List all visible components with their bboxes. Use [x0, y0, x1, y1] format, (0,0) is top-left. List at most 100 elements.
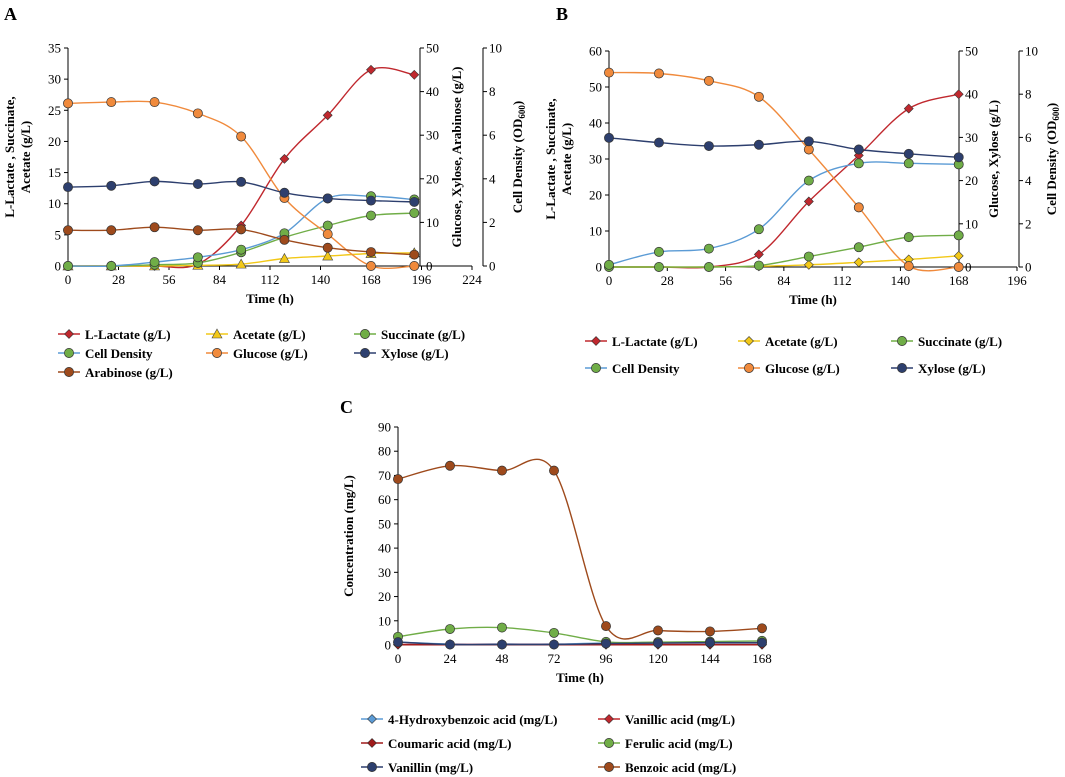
data-point	[322, 242, 333, 253]
legend-marker	[604, 714, 614, 724]
legend-label: Cell Density	[85, 346, 153, 361]
data-point	[192, 225, 203, 236]
left-tick-label: 10	[378, 613, 391, 628]
right-axis-1-title: Glucose, Xylose (g/L)	[986, 100, 1001, 218]
data-point	[853, 202, 864, 213]
data-point	[279, 187, 290, 198]
data-point	[604, 132, 614, 143]
data-point	[366, 64, 376, 75]
right2-tick-label: 2	[489, 215, 496, 230]
x-tick-label: 24	[444, 651, 458, 666]
right2-tick-label: 0	[489, 259, 496, 274]
right2-tick-label: 4	[489, 171, 496, 186]
data-point	[549, 627, 559, 638]
data-point	[366, 261, 376, 271]
data-point	[63, 182, 73, 193]
left-tick-label: 60	[589, 44, 602, 59]
data-point	[149, 222, 160, 233]
legend-entry: Coumaric acid (mg/L)	[361, 736, 511, 751]
data-point	[853, 257, 864, 268]
legend-marker	[360, 329, 370, 339]
x-tick-label: 28	[661, 273, 674, 288]
data-point	[604, 259, 614, 270]
right1-tick-label: 10	[965, 216, 978, 231]
data-point	[63, 98, 73, 109]
x-tick-label: 48	[496, 651, 509, 666]
right2-tick-label: 6	[1025, 130, 1032, 145]
data-point	[409, 261, 420, 271]
data-point	[366, 195, 376, 206]
right2-tick-label: 2	[1025, 216, 1032, 231]
data-point	[753, 139, 764, 150]
data-point	[953, 230, 964, 241]
left-tick-label: 50	[378, 516, 391, 531]
data-point	[903, 103, 914, 114]
data-point	[366, 247, 376, 257]
x-tick-label: 112	[833, 273, 852, 288]
left-tick-label: 15	[48, 165, 61, 180]
data-point	[445, 460, 455, 471]
legend-label: Vanillin (mg/L)	[388, 760, 473, 775]
data-point	[409, 69, 420, 80]
data-point	[803, 144, 814, 155]
right2-tick-label: 4	[1025, 173, 1032, 188]
data-point	[853, 144, 864, 155]
legend-label: 4-Hydroxybenzoic acid (mg/L)	[388, 712, 557, 727]
left-axis-title: Concentration (mg/L)	[341, 475, 356, 597]
x-tick-label: 140	[891, 273, 911, 288]
legend-marker	[360, 348, 370, 358]
data-point	[322, 250, 334, 261]
data-point	[753, 224, 764, 235]
right2-tick-label: 0	[1025, 260, 1032, 275]
left-tick-label: 90	[378, 420, 391, 435]
data-point	[653, 638, 663, 649]
right1-tick-label: 50	[965, 44, 978, 59]
legend-label: Vanillic acid (mg/L)	[625, 712, 735, 727]
x-tick-label: 112	[260, 272, 279, 287]
data-point	[803, 136, 814, 147]
data-point	[601, 638, 611, 649]
right1-tick-label: 50	[426, 41, 439, 56]
data-point	[753, 260, 764, 271]
left-tick-label: 5	[55, 227, 62, 242]
legend-entry: Xylose (g/L)	[891, 361, 986, 376]
x-tick-label: 168	[361, 272, 381, 287]
legend-entry: Vanillin (mg/L)	[361, 760, 473, 775]
legend-marker	[367, 738, 377, 748]
data-point	[953, 262, 964, 272]
data-point	[322, 229, 333, 240]
data-point	[705, 637, 715, 648]
data-point	[322, 193, 333, 204]
left-tick-label: 40	[378, 541, 391, 556]
legend-label: Succinate (g/L)	[381, 327, 465, 342]
right2-tick-label: 8	[1025, 87, 1032, 102]
x-axis-title: Time (h)	[246, 291, 294, 306]
right2-tick-label: 10	[1025, 44, 1038, 59]
data-point	[236, 176, 247, 187]
series-line-4	[608, 71, 959, 272]
legend-marker	[744, 363, 754, 373]
legend-label: Benzoic acid (mg/L)	[625, 760, 736, 775]
left-tick-label: 20	[378, 589, 391, 604]
legend-marker	[604, 738, 614, 748]
data-point	[236, 244, 247, 255]
data-point	[149, 97, 160, 108]
data-point	[953, 89, 964, 100]
legend-entry: Arabinose (g/L)	[58, 365, 173, 380]
right1-tick-label: 0	[965, 260, 972, 275]
data-point	[903, 148, 914, 159]
right-axis-2-title: Cell Density (OD600)	[1044, 103, 1061, 215]
legend-marker	[64, 348, 74, 358]
left-tick-label: 30	[48, 72, 61, 87]
left-tick-label: 25	[48, 103, 61, 118]
panel-label-b: B	[556, 4, 568, 24]
x-tick-label: 168	[949, 273, 969, 288]
data-point	[757, 623, 767, 634]
right1-tick-label: 30	[426, 128, 439, 143]
data-point	[653, 625, 663, 636]
left-tick-label: 40	[589, 116, 602, 131]
data-point	[903, 232, 914, 243]
legend-entry: 4-Hydroxybenzoic acid (mg/L)	[361, 712, 557, 727]
data-point	[497, 639, 507, 650]
